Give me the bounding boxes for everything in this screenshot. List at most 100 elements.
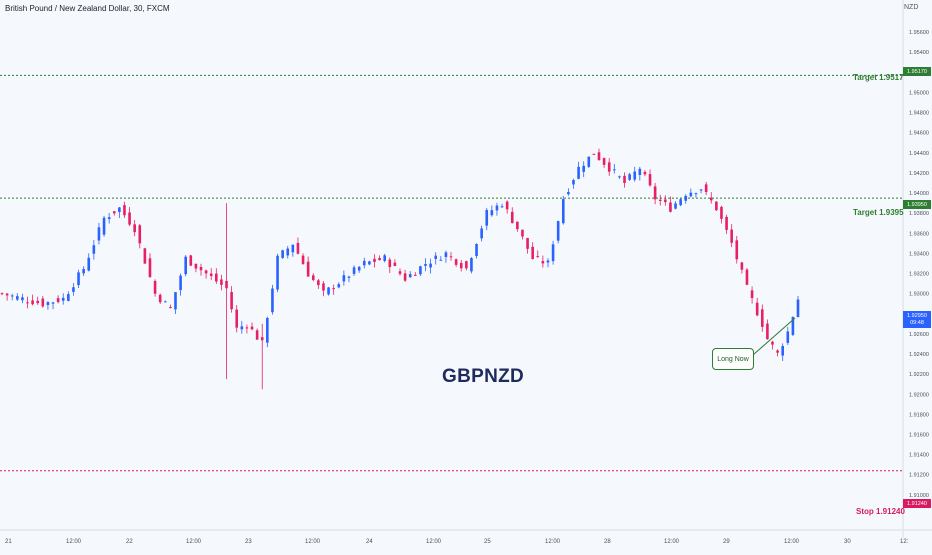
candle-body	[148, 258, 152, 278]
time-tick-label: 12:00	[66, 539, 82, 545]
candle-body	[342, 275, 346, 282]
candle	[342, 270, 346, 286]
candle	[72, 283, 75, 296]
candle	[163, 300, 167, 303]
candle-body	[51, 302, 55, 304]
candle-body	[582, 165, 585, 172]
time-tick-label: 12:00	[305, 539, 321, 545]
candle	[628, 172, 631, 181]
candle	[730, 224, 733, 248]
candle	[434, 252, 438, 265]
candle	[179, 273, 182, 296]
candle	[459, 259, 463, 272]
candle-body	[138, 225, 142, 244]
candle-body	[97, 227, 101, 241]
candle-body	[163, 301, 167, 303]
candle	[556, 220, 560, 244]
candle-body	[704, 184, 708, 193]
candle	[118, 206, 121, 218]
candle-body	[296, 242, 300, 254]
candle	[658, 194, 662, 206]
candle	[613, 164, 616, 174]
candle	[786, 326, 790, 345]
candle-body	[648, 174, 652, 186]
candle	[577, 161, 580, 180]
candle-body	[505, 201, 509, 210]
candle-body	[439, 259, 443, 261]
candle-body	[613, 169, 616, 171]
candle-body	[36, 300, 40, 304]
candle	[317, 278, 320, 289]
candle-body	[0, 293, 4, 295]
price-tick-label: 1.91800	[909, 412, 929, 418]
candle	[750, 286, 754, 304]
time-tick-label: 12:00	[186, 539, 202, 545]
candle	[648, 169, 652, 187]
candle	[480, 225, 483, 242]
candle-body	[317, 280, 320, 286]
candle-body	[725, 216, 728, 230]
candle-body	[567, 192, 570, 195]
long-now-callout[interactable]: Long Now	[712, 348, 754, 370]
candle-body	[46, 302, 50, 306]
candle-body	[10, 295, 14, 297]
candle	[607, 158, 611, 176]
candle-body	[454, 259, 458, 265]
price-tick-label: 1.93400	[909, 251, 929, 257]
candle-body	[500, 206, 504, 208]
candle	[112, 211, 116, 216]
candle-body	[332, 288, 335, 290]
candle	[771, 340, 774, 350]
candle-body	[715, 201, 718, 211]
candle	[158, 293, 162, 304]
candle	[31, 294, 34, 306]
candle	[194, 263, 198, 273]
candle-body	[470, 258, 473, 272]
candle	[587, 156, 591, 168]
candle-body	[276, 255, 279, 290]
candle	[189, 254, 193, 267]
time-tick-label: 12:00	[664, 539, 680, 545]
currency-unit-label: NZD	[904, 4, 919, 11]
candle-body	[158, 294, 162, 303]
candle-body	[766, 323, 769, 340]
candle	[526, 237, 529, 254]
candle	[225, 203, 228, 380]
candle	[82, 266, 85, 276]
price-tick-label: 1.93200	[909, 272, 929, 278]
price-tick-label: 1.93800	[909, 211, 929, 217]
candle	[776, 349, 779, 357]
candle-body	[266, 318, 269, 343]
candle-body	[209, 273, 213, 277]
candle-body	[597, 152, 601, 161]
candle-body	[306, 261, 310, 277]
candle-body	[179, 275, 182, 291]
candle	[408, 271, 412, 278]
candle	[41, 295, 45, 308]
candle	[470, 257, 473, 274]
candle	[373, 254, 376, 268]
candle-body	[643, 171, 647, 175]
candle-body	[322, 283, 325, 291]
candle-body	[31, 300, 34, 305]
price-tick-label: 1.93000	[909, 292, 929, 298]
target1-price-tag: 1.95170	[903, 67, 931, 76]
candle-body	[362, 260, 366, 266]
candle-body	[664, 199, 667, 203]
candle	[449, 252, 453, 261]
time-tick-label: 21	[5, 539, 12, 545]
price-tick-label: 1.95400	[909, 50, 929, 56]
candle-body	[92, 245, 96, 254]
candle-body	[679, 199, 682, 206]
candle-body	[541, 261, 545, 264]
candle	[454, 258, 458, 267]
candle	[475, 243, 478, 259]
candle	[291, 244, 295, 257]
candle	[490, 205, 494, 217]
time-tick-label: 25	[484, 539, 491, 545]
candle-body	[61, 297, 65, 301]
candle-body	[337, 284, 341, 288]
candle-body	[699, 189, 703, 191]
